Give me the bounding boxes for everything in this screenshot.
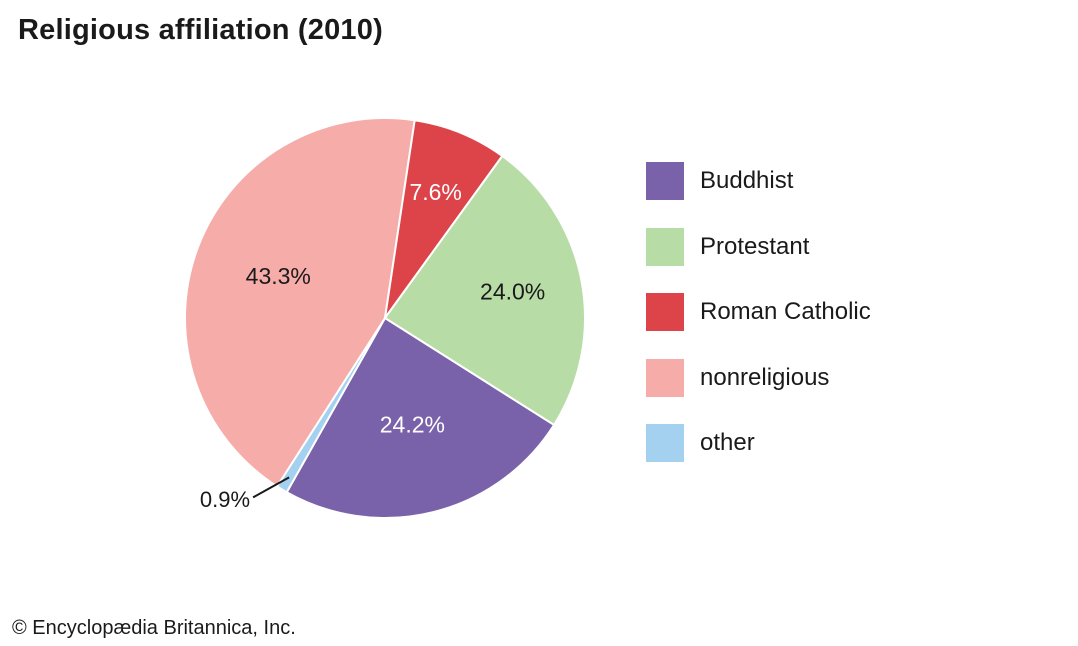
legend-label-roman-catholic: Roman Catholic (700, 298, 871, 325)
slice-label-roman-catholic: 7.6% (409, 179, 461, 205)
legend-swatch-nonreligious (646, 358, 684, 397)
slice-label-nonreligious: 43.3% (246, 263, 311, 289)
leader-line-other (252, 476, 290, 499)
pie-slice-roman-catholic (384, 119, 504, 319)
legend-swatch-roman-catholic (646, 293, 684, 331)
slice-label-other: 0.9% (200, 487, 250, 512)
pie-slice-buddhist (285, 316, 556, 519)
legend-swatch-protestant (646, 227, 684, 266)
legend-swatch-buddhist (646, 162, 684, 200)
legend-item-roman-catholic: Roman Catholic (646, 293, 871, 331)
legend-label-nonreligious: nonreligious (700, 363, 830, 391)
legend: Buddhist Protestant Roman Catholic nonre… (646, 162, 871, 490)
legend-swatch-other (646, 424, 684, 462)
legend-item-buddhist: Buddhist (646, 162, 871, 200)
slice-label-buddhist: 24.2% (380, 412, 445, 438)
legend-label-protestant: Protestant (700, 232, 810, 260)
legend-item-protestant: Protestant (646, 227, 871, 266)
pie-slice-nonreligious (184, 117, 416, 488)
legend-item-other: other (646, 424, 871, 462)
legend-label-buddhist: Buddhist (700, 167, 794, 194)
legend-label-other: other (700, 429, 755, 456)
legend-item-nonreligious: nonreligious (646, 358, 871, 397)
copyright-footer: © Encyclopædia Britannica, Inc. (12, 617, 296, 639)
slice-label-protestant: 24.0% (480, 278, 545, 304)
chart-title: Religious affiliation (2010) (18, 14, 383, 46)
pie-slice-protestant (383, 154, 586, 427)
